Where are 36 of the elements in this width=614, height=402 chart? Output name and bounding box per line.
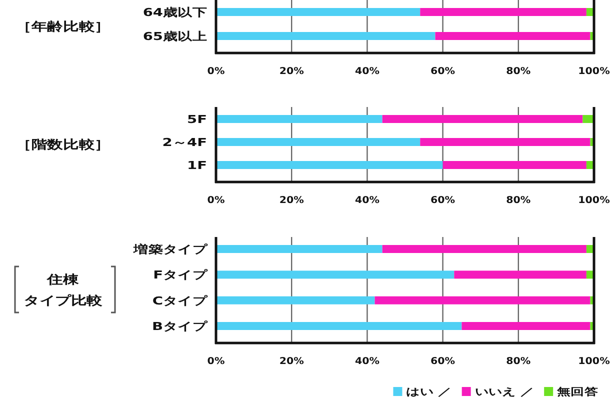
x-tick-label: 60% [430, 195, 456, 206]
legend-label: いいえ ／ [474, 386, 534, 398]
x-tick-label: 80% [506, 66, 531, 77]
x-tick-label: 100% [578, 195, 610, 206]
y-tick-label: 5F [186, 114, 207, 126]
x-tick-label: 40% [354, 356, 380, 367]
y-tick-label: 増築タイプ [132, 242, 208, 256]
x-tick-label: 40% [354, 195, 380, 206]
x-tick-label: 20% [279, 66, 304, 77]
legend-item: 無回答 [544, 386, 598, 398]
x-tick-label: 40% [354, 66, 380, 77]
legend-label: 無回答 [556, 386, 598, 398]
x-tick-label: 20% [279, 195, 304, 206]
x-tick-label: 20% [279, 356, 304, 367]
y-tick-label: Cタイプ [152, 294, 208, 308]
x-tick-label: 0% [207, 66, 225, 77]
x-tick-label: 0% [207, 195, 225, 206]
y-axis-title: ［階数比較］ [16, 138, 110, 152]
x-tick-label: 60% [430, 356, 456, 367]
y-axis-title: 住棟タイプ比較 [24, 273, 104, 308]
y-axis-title: ［年齢比較］ [16, 20, 110, 34]
x-tick-label: 80% [506, 195, 531, 206]
x-tick-label: 100% [578, 356, 610, 367]
legend-item: いいえ ／ [462, 386, 534, 398]
x-tick-label: 80% [506, 356, 531, 367]
y-tick-label: 65歳以上 [142, 30, 207, 44]
y-tick-label: 64歳以下 [142, 6, 207, 20]
y-tick-label: Bタイプ [152, 320, 208, 334]
y-tick-label: 2～4F [162, 136, 207, 150]
x-tick-label: 60% [430, 66, 456, 77]
x-tick-label: 100% [578, 66, 610, 77]
legend-item: はい ／ [393, 386, 452, 398]
y-tick-label: Fタイプ [153, 268, 208, 282]
x-tick-label: 0% [207, 356, 225, 367]
legend-label: はい ／ [406, 386, 452, 398]
y-tick-label: 1F [186, 160, 207, 172]
